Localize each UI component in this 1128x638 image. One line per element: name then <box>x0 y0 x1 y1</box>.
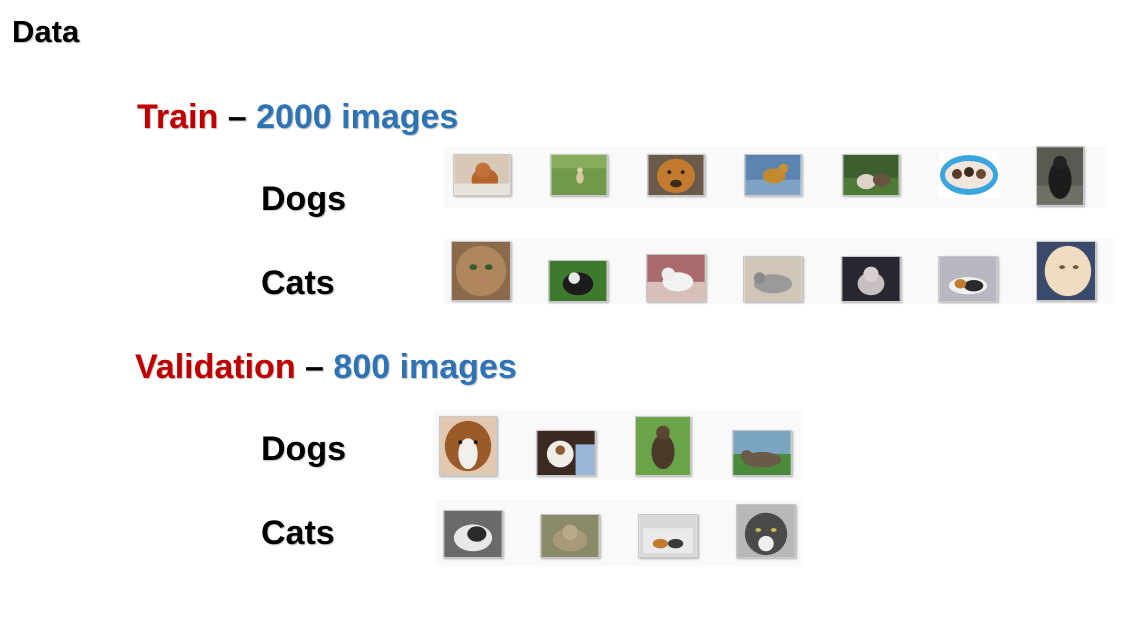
validation-count: 800 images <box>333 348 517 386</box>
white-cat-photo <box>646 254 706 302</box>
cream-cat-photo <box>1036 241 1096 301</box>
dog-on-floor-photo <box>744 154 802 196</box>
dog-with-person-photo <box>536 430 596 476</box>
train-dogs-label: Dogs <box>261 180 346 218</box>
train-cats-label: Cats <box>261 264 335 302</box>
puppy-photo <box>453 154 511 196</box>
calico-cat-photo <box>938 256 998 302</box>
cat-in-grass-photo <box>548 260 608 302</box>
dogs-in-yard-photo <box>842 154 900 196</box>
cats-in-box-photo <box>638 514 698 558</box>
train-dogs-strip <box>444 146 1106 208</box>
validation-heading: Validation – 800 images <box>135 348 517 387</box>
train-label: Train <box>137 98 219 136</box>
validation-dash: – <box>305 348 324 386</box>
validation-cats-label: Cats <box>261 514 335 552</box>
tabby-cat-photo <box>540 514 600 558</box>
dog-lying-photo <box>732 430 792 476</box>
train-count: 2000 images <box>256 98 459 136</box>
grey-cat-photo <box>736 504 796 558</box>
validation-dogs-strip <box>434 410 802 480</box>
validation-label: Validation <box>135 348 296 386</box>
dog-on-leash-photo <box>635 416 691 476</box>
tabby-cat-photo <box>443 510 503 558</box>
small-dog-on-grass-photo <box>550 154 608 196</box>
slide-title: Data <box>12 14 80 49</box>
puppies-in-basket-photo <box>939 152 999 198</box>
cat-face-photo <box>451 241 511 301</box>
train-heading: Train – 2000 images <box>137 98 458 137</box>
train-cats-strip <box>444 238 1114 304</box>
black-dog-photo <box>1036 146 1084 206</box>
validation-cats-strip <box>436 500 802 566</box>
validation-dogs-label: Dogs <box>261 430 346 468</box>
dog-face-photo <box>647 154 705 196</box>
kitten-photo <box>841 256 901 302</box>
train-dash: – <box>227 98 247 136</box>
grey-cat-photo <box>743 256 803 302</box>
sheltie-dog-photo <box>439 416 497 476</box>
